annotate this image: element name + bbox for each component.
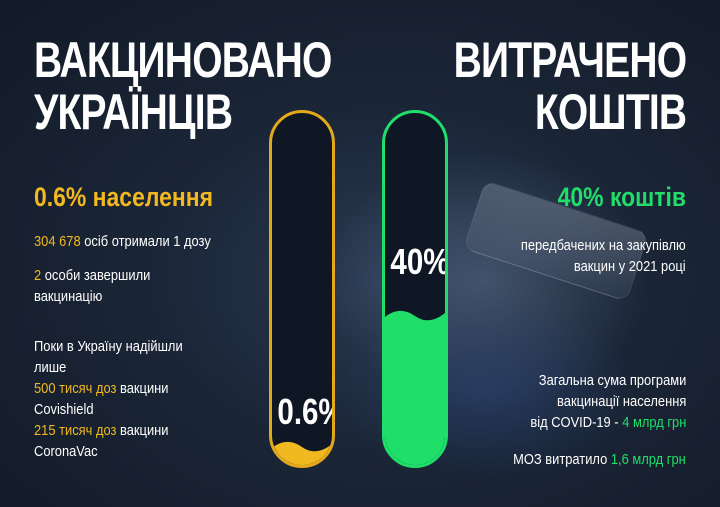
arrived-doses-block: Поки в Україну надійшли лише 500 тисяч д… [34, 336, 183, 462]
vaccinated-progress-tube: 0.6% [269, 110, 335, 468]
moz-spent-text: МОЗ витратило [513, 451, 612, 468]
program-total-line2: вакцинації населення [556, 393, 686, 410]
vaccinated-progress-fill [272, 441, 332, 465]
program-total-line3: від COVID-19 - [530, 414, 622, 431]
first-dose-text: осіб отримали 1 дозу [80, 233, 211, 250]
covishield-text: вакцини [116, 380, 169, 397]
funds-desc-line1: передбачених на закупівлю [521, 237, 686, 254]
program-total-amount: 4 млрд грн [621, 414, 686, 431]
spent-progress-label: 40% [390, 241, 448, 282]
arrived-line2: лише [34, 359, 67, 376]
first-dose-stat: 304 678 осіб отримали 1 дозу [34, 231, 211, 252]
population-percent-heading: 0.6% населення [34, 182, 214, 212]
program-total-line1: Загальна сума програми [538, 372, 686, 389]
completed-number: 2 [34, 267, 42, 284]
vaccinated-title-line1: ВАКЦИНОВАНО [34, 32, 332, 88]
funds-desc-line2: вакцин у 2021 році [574, 258, 686, 275]
covishield-amount: 500 тисяч доз [34, 380, 117, 397]
moz-spent-amount: 1,6 млрд грн [611, 451, 686, 468]
spent-title-line2: КОШТІВ [534, 84, 687, 140]
coronavac-amount: 215 тисяч доз [34, 422, 117, 439]
arrived-line1: Поки в Україну надійшли [34, 338, 183, 355]
vaccinated-title-line2: УКРАЇНЦІВ [34, 84, 233, 140]
funds-description: передбачених на закупівлю вакцин у 2021 … [521, 235, 686, 277]
vaccinated-title: ВАКЦИНОВАНО УКРАЇНЦІВ [34, 34, 332, 138]
completed-text-line2: вакцинацію [34, 288, 103, 305]
fill-wave [272, 441, 332, 456]
program-total-block: Загальна сума програми вакцинації населе… [530, 370, 686, 433]
coronavac-name: CoronaVac [34, 443, 98, 460]
funds-percent-heading: 40% коштів [557, 182, 686, 212]
covishield-name: Covishield [34, 401, 94, 418]
completed-stat: 2 особи завершили вакцинацію [34, 265, 150, 307]
completed-text-line1: особи завершили [41, 267, 151, 284]
spent-progress-fill [385, 310, 445, 465]
coronavac-text: вакцини [116, 422, 169, 439]
vaccinated-progress-label: 0.6% [277, 391, 332, 432]
moz-spent-stat: МОЗ витратило 1,6 млрд грн [513, 449, 686, 470]
fill-wave [385, 310, 445, 325]
spent-title-line1: ВИТРАЧЕНО [453, 32, 686, 88]
first-dose-number: 304 678 [34, 233, 81, 250]
spent-progress-tube: 40% [382, 110, 448, 468]
spent-title: ВИТРАЧЕНО КОШТІВ [453, 34, 686, 138]
